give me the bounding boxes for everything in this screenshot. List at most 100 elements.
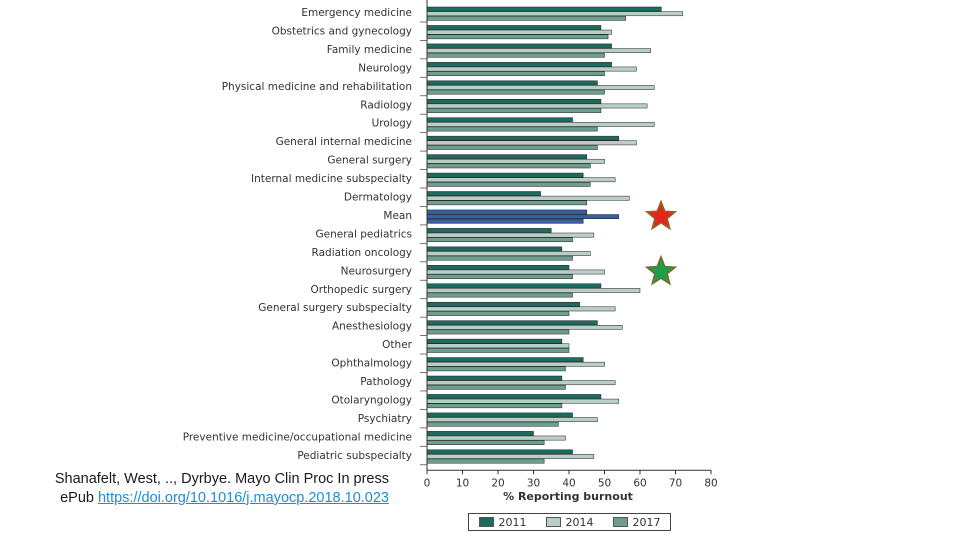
bar-radiation-oncology-2017 [426, 255, 573, 261]
bar-psychiatry-2011 [426, 412, 573, 418]
bar-urology-2014 [426, 122, 655, 127]
bar-ophthalmology-2011 [426, 357, 584, 362]
bar-general-surgery-2017 [426, 163, 591, 169]
bar-emergency-medicine-2011 [426, 6, 662, 12]
bar-mean-2014 [426, 214, 619, 220]
bar-general-internal-medicine-2011 [426, 135, 619, 141]
bar-other-2017 [426, 348, 570, 353]
bar-general-internal-medicine-2017 [426, 145, 598, 150]
category-label-general-surgery-subspecialty: General surgery subspecialty [258, 302, 412, 314]
bar-physical-medicine-and-rehabilitation-2011 [426, 80, 598, 86]
bar-pathology-2014 [426, 380, 616, 386]
bar-general-pediatrics-2017 [426, 237, 573, 243]
x-tick-label-50: 50 [598, 477, 611, 489]
bar-internal-medicine-subspecialty-2017 [426, 182, 591, 187]
x-tick-label-60: 60 [633, 477, 646, 489]
category-label-neurosurgery: Neurosurgery [341, 265, 412, 277]
stars [644, 199, 678, 286]
category-label-family-medicine: Family medicine [327, 44, 412, 56]
citation: Shanafelt, West, .., Dyrbye. Mayo Clin P… [4, 470, 389, 508]
bar-obstetrics-and-gynecology-2011 [426, 25, 602, 30]
bar-obstetrics-and-gynecology-2017 [426, 34, 609, 40]
bar-otolaryngology-2014 [426, 398, 619, 404]
bar-pediatric-subspecialty-2014 [426, 454, 595, 459]
bar-emergency-medicine-2017 [426, 15, 627, 21]
category-label-physical-medicine-and-rehabilitation: Physical medicine and rehabilitation [222, 81, 412, 93]
bar-dermatology-2017 [426, 200, 587, 206]
bar-ophthalmology-2014 [426, 361, 605, 367]
bar-general-surgery-subspecialty-2011 [426, 301, 580, 307]
x-tick-label-0: 0 [424, 477, 431, 489]
bar-family-medicine-2017 [426, 52, 605, 58]
category-label-other: Other [382, 339, 412, 351]
bar-obstetrics-and-gynecology-2014 [426, 29, 612, 35]
legend-label-2014: 2014 [565, 515, 594, 529]
bar-otolaryngology-2011 [426, 394, 602, 399]
x-tick-label-70: 70 [669, 477, 682, 489]
bar-mean-2017 [426, 218, 584, 224]
category-label-radiation-oncology: Radiation oncology [312, 247, 412, 259]
bar-radiation-oncology-2014 [426, 251, 591, 256]
legend-item-2017: 2017 [612, 515, 661, 529]
x-tick-label-80: 80 [704, 477, 717, 489]
bar-otolaryngology-2017 [426, 403, 563, 409]
category-label-pediatric-subspecialty: Pediatric subspecialty [297, 450, 412, 462]
citation-line2: ePub https://doi.org/10.1016/j.mayocp.20… [4, 489, 389, 508]
bar-radiology-2011 [426, 99, 602, 104]
category-label-radiology: Radiology [360, 99, 412, 111]
x-tick-labels: 0 10 20 30 40 50 60 70 80 [424, 477, 718, 489]
axes [420, 0, 712, 475]
legend-swatch-2011 [478, 517, 494, 527]
bar-neurosurgery-2014 [426, 269, 605, 275]
bar-neurosurgery-2011 [426, 265, 570, 270]
category-label-preventive-medicine-occupational-medicine: Preventive medicine/occupational medicin… [183, 431, 412, 443]
bar-orthopedic-surgery-2011 [426, 283, 602, 289]
bar-neurology-2017 [426, 71, 605, 77]
bar-anesthesiology-2011 [426, 320, 598, 326]
bar-preventive-medicine-occupational-medicine-2014 [426, 435, 566, 441]
category-label-pathology: Pathology [360, 376, 412, 388]
bar-other-2011 [426, 338, 563, 344]
bar-anesthesiology-2014 [426, 325, 623, 330]
category-label-neurology: Neurology [358, 62, 412, 74]
citation-epub-prefix: ePub [60, 490, 98, 506]
x-tick-label-40: 40 [562, 477, 575, 489]
bar-orthopedic-surgery-2014 [426, 288, 641, 293]
bar-preventive-medicine-occupational-medicine-2011 [426, 431, 534, 436]
category-label-otolaryngology: Otolaryngology [331, 394, 412, 406]
category-label-orthopedic-surgery: Orthopedic surgery [310, 284, 412, 296]
category-label-emergency-medicine: Emergency medicine [301, 7, 412, 19]
bar-general-surgery-subspecialty-2017 [426, 311, 570, 316]
legend: 2011 2014 2017 [468, 513, 671, 531]
bar-general-pediatrics-2014 [426, 232, 595, 238]
legend-swatch-2017 [612, 517, 628, 527]
bar-pediatric-subspecialty-2017 [426, 458, 545, 464]
category-label-general-surgery: General surgery [327, 155, 412, 167]
category-label-obstetrics-and-gynecology: Obstetrics and gynecology [272, 25, 412, 37]
category-label-ophthalmology: Ophthalmology [331, 358, 412, 370]
legend-swatch-2014 [545, 517, 561, 527]
bar-psychiatry-2017 [426, 421, 559, 427]
bar-dermatology-2014 [426, 195, 630, 201]
category-label-psychiatry: Psychiatry [358, 413, 412, 425]
legend-label-2017: 2017 [632, 515, 661, 529]
bar-dermatology-2011 [426, 191, 541, 196]
category-label-dermatology: Dermatology [344, 192, 412, 204]
bar-other-2014 [426, 343, 570, 349]
bar-neurology-2011 [426, 62, 612, 67]
bar-general-pediatrics-2011 [426, 228, 552, 233]
bar-internal-medicine-subspecialty-2011 [426, 172, 584, 178]
bar-psychiatry-2014 [426, 417, 598, 422]
x-tick-label-20: 20 [491, 477, 504, 489]
legend-item-2011: 2011 [478, 516, 527, 529]
citation-line1: Shanafelt, West, .., Dyrbye. Mayo Clin P… [54, 471, 389, 487]
bar-family-medicine-2011 [426, 43, 612, 49]
bar-pathology-2011 [426, 375, 563, 381]
legend-item-2014: 2014 [545, 515, 594, 529]
star-icon-mean [644, 199, 678, 231]
bar-radiology-2014 [426, 103, 648, 109]
category-labels: Emergency medicine Obstetrics and gynecol… [183, 7, 413, 462]
bar-internal-medicine-subspecialty-2014 [426, 177, 616, 183]
bar-physical-medicine-and-rehabilitation-2017 [426, 89, 605, 95]
doi-link[interactable]: https://doi.org/10.1016/j.mayocp.2018.10… [97, 490, 389, 506]
